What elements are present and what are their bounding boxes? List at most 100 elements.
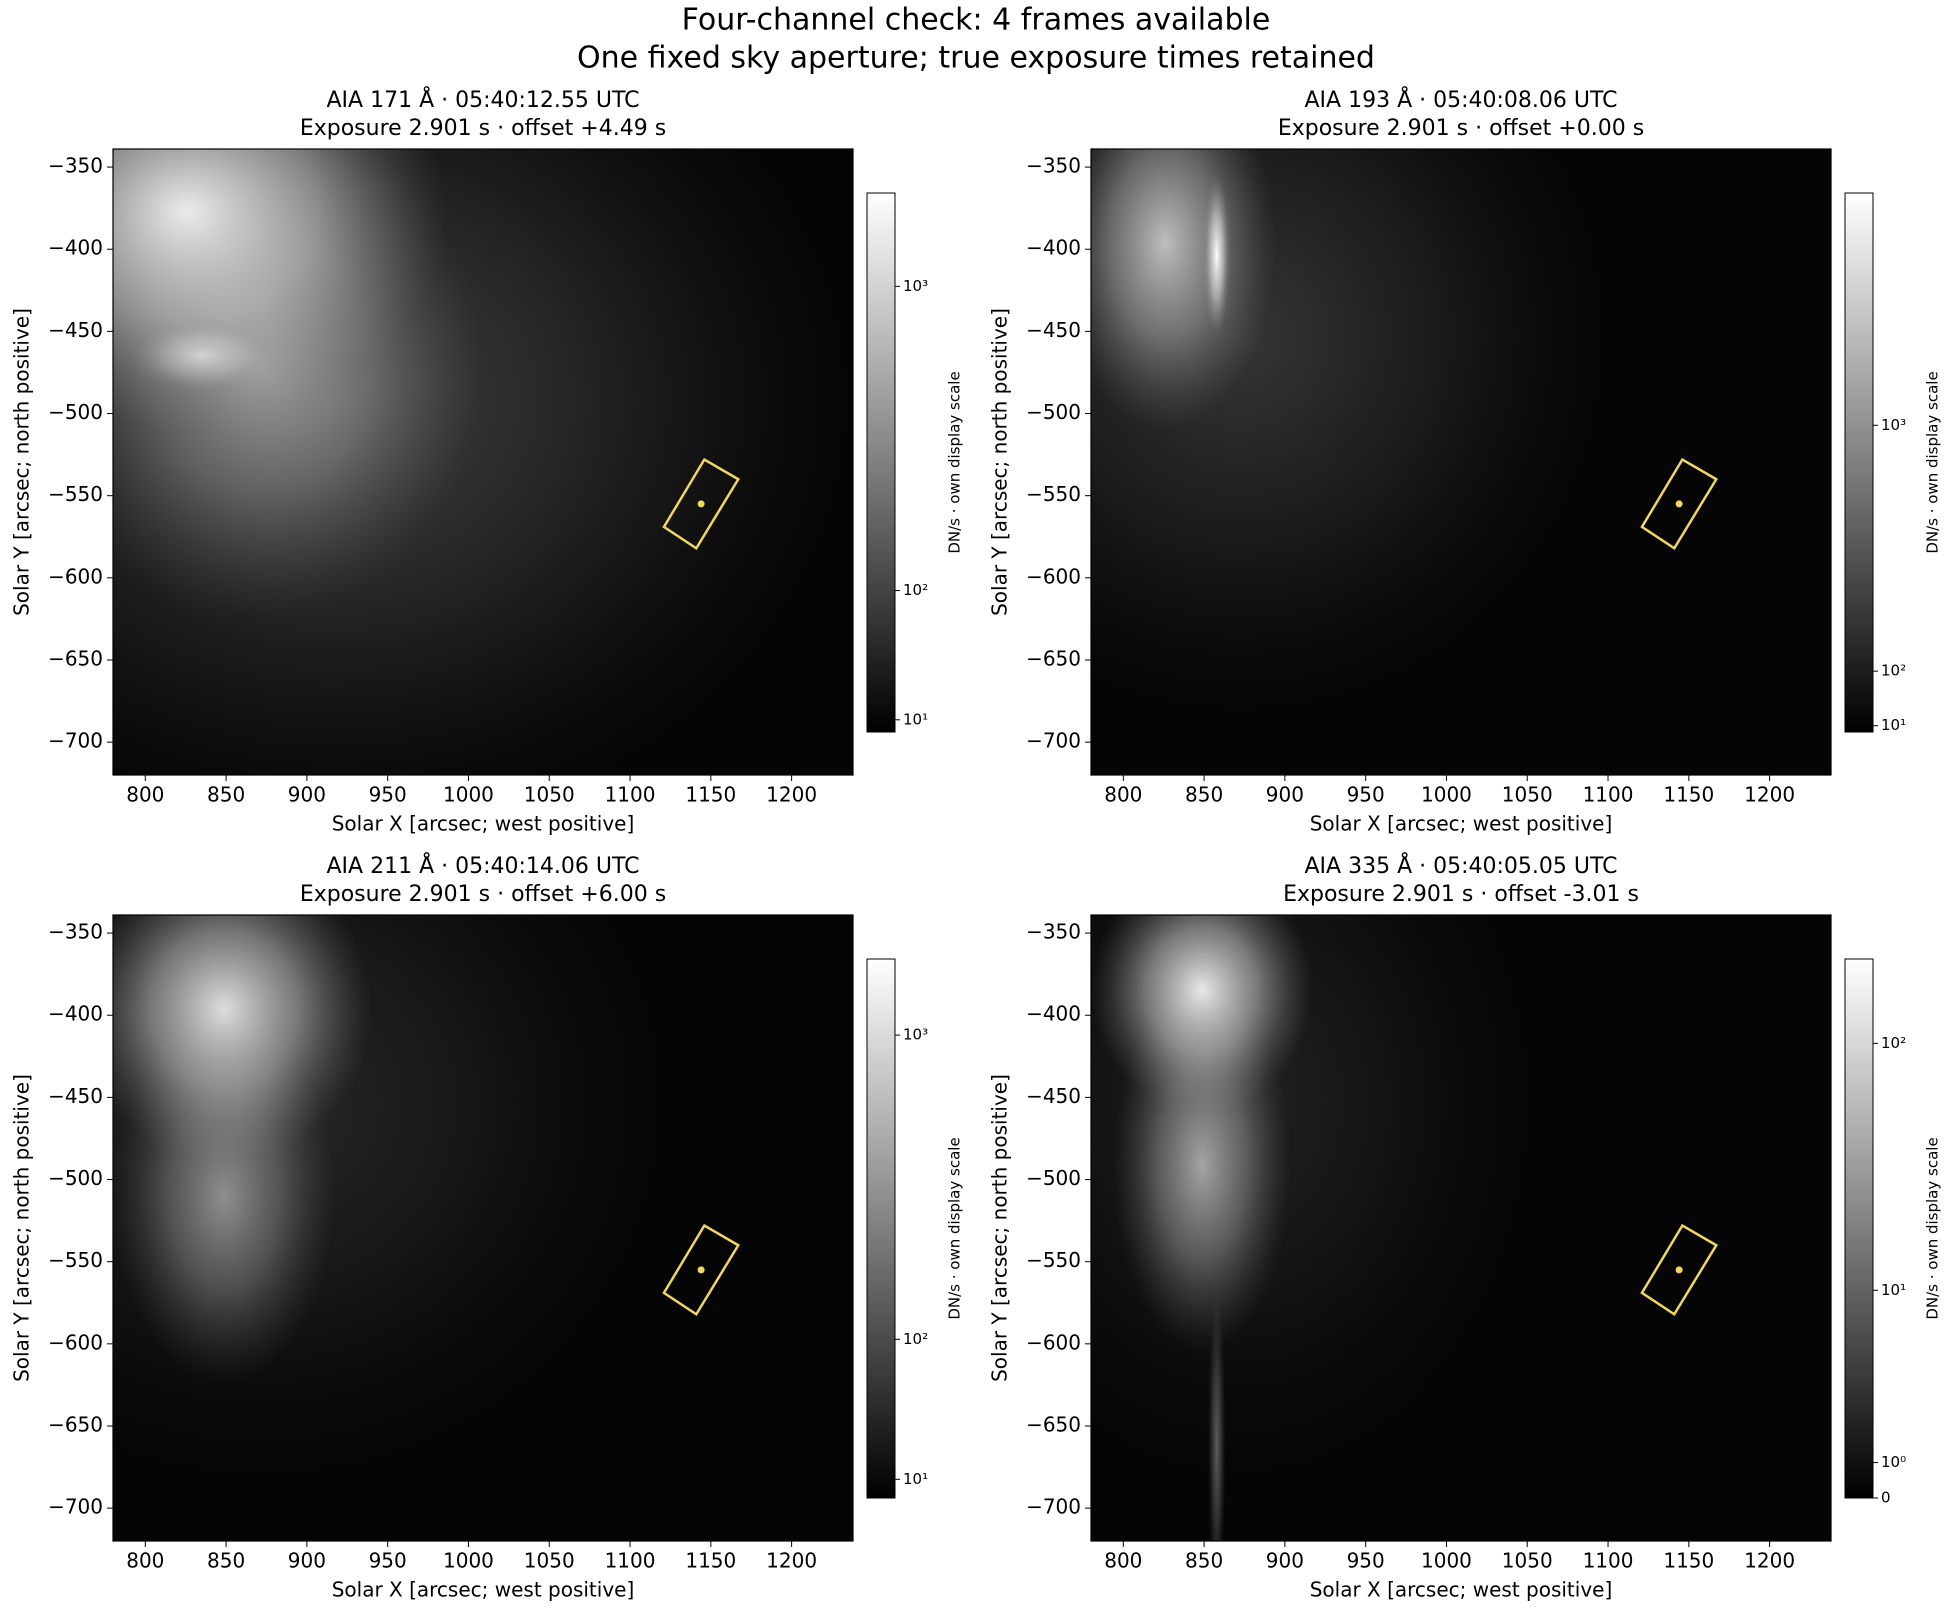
y-tick-label: −550 <box>48 482 103 506</box>
panel-subtitle: Exposure 2.901 s · offset +6.00 s <box>300 882 666 907</box>
y-tick-label: −400 <box>1026 1002 1081 1026</box>
x-tick-label: 850 <box>1185 1549 1223 1573</box>
colorbar-tick-label: 10¹ <box>903 710 928 728</box>
x-tick-label: 950 <box>369 783 407 807</box>
y-tick-label: −550 <box>48 1248 103 1272</box>
colorbar-tick-label: 10¹ <box>1881 716 1906 734</box>
x-tick-label: 1200 <box>766 1549 817 1573</box>
colorbar <box>866 192 896 733</box>
y-axis-label: Solar Y [arcsec; north positive] <box>10 308 34 616</box>
y-tick-label: −350 <box>48 920 103 944</box>
panel-title: AIA 211 Å · 05:40:14.06 UTC <box>327 852 640 879</box>
colorbar-label: DN/s · own display scale <box>1924 371 1942 553</box>
y-tick-label: −400 <box>48 1002 103 1026</box>
colorbar-tick-label: 10³ <box>903 277 928 295</box>
y-tick-label: −500 <box>1026 400 1081 424</box>
axes-frame <box>112 148 854 776</box>
y-tick-label: −450 <box>48 1084 103 1108</box>
x-axis-label: Solar X [arcsec; west positive] <box>1310 1578 1613 1602</box>
x-tick-label: 1000 <box>1421 1549 1472 1573</box>
x-tick-label: 1050 <box>1502 783 1553 807</box>
colorbar-tick-label: 10² <box>1881 1034 1906 1052</box>
x-tick-label: 1150 <box>685 783 736 807</box>
x-tick-label: 1100 <box>1583 1549 1634 1573</box>
panel-subtitle: Exposure 2.901 s · offset +0.00 s <box>1278 116 1644 141</box>
aperture-center <box>1675 500 1683 508</box>
x-tick-label: 900 <box>1266 783 1304 807</box>
emission <box>1207 1290 1226 1541</box>
y-tick-label: −350 <box>48 154 103 178</box>
x-tick-label: 950 <box>1347 1549 1385 1573</box>
x-tick-label: 850 <box>207 1549 245 1573</box>
x-axis-label: Solar X [arcsec; west positive] <box>332 812 635 836</box>
x-tick-label: 1000 <box>443 783 494 807</box>
x-tick-label: 800 <box>1104 783 1142 807</box>
colorbar-tick-label: 10³ <box>1881 416 1906 434</box>
emission <box>1091 915 1313 1116</box>
aperture <box>662 1223 741 1317</box>
y-tick-label: −400 <box>48 236 103 260</box>
emission <box>113 915 372 1166</box>
x-tick-label: 1100 <box>605 783 656 807</box>
x-axis-label: Solar X [arcsec; west positive] <box>1310 812 1613 836</box>
y-tick-label: −700 <box>48 729 103 753</box>
y-tick-label: −650 <box>1026 646 1081 670</box>
colorbar-tick-label: 10⁰ <box>1881 1453 1906 1471</box>
x-tick-label: 900 <box>288 1549 326 1573</box>
y-tick-label: −500 <box>48 400 103 424</box>
panel-title: AIA 193 Å · 05:40:08.06 UTC <box>1305 86 1618 113</box>
panel-title: AIA 335 Å · 05:40:05.05 UTC <box>1305 852 1618 879</box>
x-tick-label: 1150 <box>685 1549 736 1573</box>
x-tick-label: 850 <box>207 783 245 807</box>
x-tick-label: 1200 <box>1744 783 1795 807</box>
emission <box>127 318 276 394</box>
aperture-center <box>697 1266 705 1274</box>
y-tick-label: −550 <box>1026 482 1081 506</box>
colorbar-tick-label: 10² <box>903 1330 928 1348</box>
y-tick-label: −650 <box>48 1412 103 1436</box>
y-tick-label: −600 <box>48 1330 103 1354</box>
y-tick-label: −700 <box>48 1495 103 1519</box>
y-tick-label: −350 <box>1026 154 1081 178</box>
figure-subtitle: One fixed sky aperture; true exposure ti… <box>577 41 1375 76</box>
x-tick-label: 800 <box>126 783 164 807</box>
x-tick-label: 800 <box>1104 1549 1142 1573</box>
colorbar-tick-label: 10² <box>903 581 928 599</box>
colorbar-tick-label: 10³ <box>903 1026 928 1044</box>
image <box>113 149 853 775</box>
y-tick-label: −600 <box>1026 564 1081 588</box>
emission <box>1091 149 1276 431</box>
x-tick-label: 800 <box>126 1549 164 1573</box>
y-tick-label: −350 <box>1026 920 1081 944</box>
x-tick-label: 1050 <box>524 783 575 807</box>
y-tick-label: −500 <box>1026 1166 1081 1190</box>
panel: AIA 335 Å · 05:40:05.05 UTC Exposure 2.90… <box>988 852 1942 1602</box>
y-tick-label: −700 <box>1026 729 1081 753</box>
x-tick-label: 1200 <box>1744 1549 1795 1573</box>
y-axis-label: Solar Y [arcsec; north positive] <box>988 308 1012 616</box>
colorbar <box>866 958 896 1499</box>
panel-subtitle: Exposure 2.901 s · offset +4.49 s <box>300 116 666 141</box>
emission <box>1203 174 1231 337</box>
y-tick-label: −500 <box>48 1166 103 1190</box>
panel: AIA 193 Å · 05:40:08.06 UTC Exposure 2.90… <box>988 86 1942 836</box>
image <box>1091 149 1831 775</box>
x-tick-label: 1150 <box>1663 783 1714 807</box>
x-tick-label: 900 <box>1266 1549 1304 1573</box>
x-tick-label: 850 <box>1185 783 1223 807</box>
aperture <box>1640 1223 1719 1317</box>
x-tick-label: 1050 <box>524 1549 575 1573</box>
aperture-center <box>697 500 705 508</box>
x-tick-label: 1150 <box>1663 1549 1714 1573</box>
x-axis-label: Solar X [arcsec; west positive] <box>332 1578 635 1602</box>
x-tick-label: 900 <box>288 783 326 807</box>
y-tick-label: −450 <box>1026 1084 1081 1108</box>
colorbar-tick-label: 0 <box>1881 1489 1891 1507</box>
y-tick-label: −450 <box>1026 318 1081 342</box>
colorbar-tick-label: 10² <box>1881 662 1906 680</box>
y-tick-label: −400 <box>1026 236 1081 260</box>
y-axis-label: Solar Y [arcsec; north positive] <box>988 1074 1012 1382</box>
axes-frame <box>1090 148 1832 776</box>
y-tick-label: −450 <box>48 318 103 342</box>
